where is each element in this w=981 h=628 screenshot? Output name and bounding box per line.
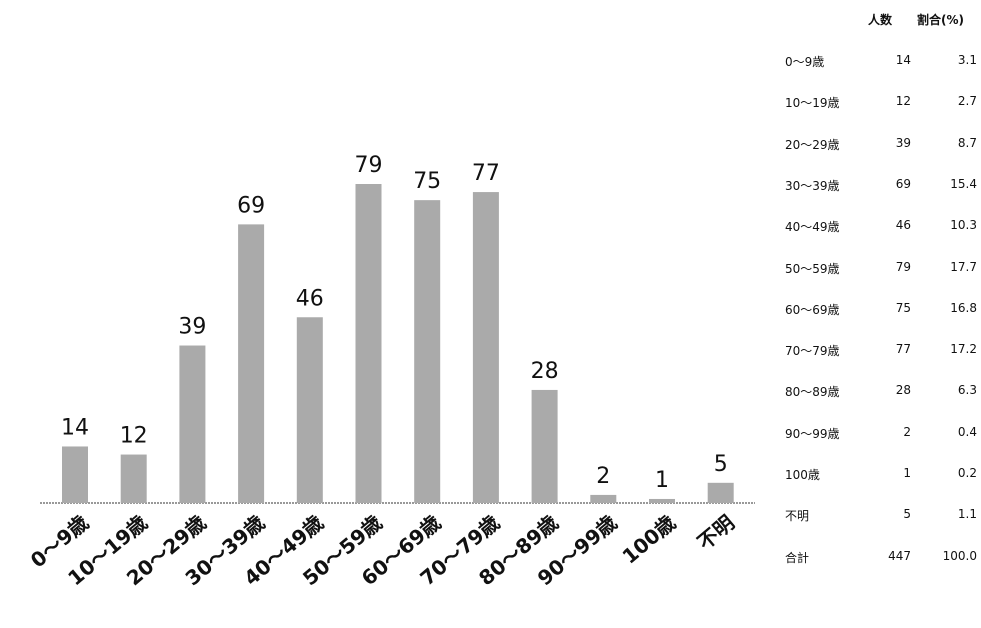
data-label-0: 14 <box>61 415 89 440</box>
bar-10 <box>649 498 675 503</box>
table-row-percent: 100.0 <box>942 548 977 563</box>
bar-4 <box>296 317 323 503</box>
bar-1 <box>120 454 147 503</box>
data-label-7: 77 <box>472 161 500 186</box>
data-label-9: 2 <box>596 464 610 489</box>
table-row-percent: 1.1 <box>957 507 977 522</box>
data-label-11: 5 <box>714 452 728 477</box>
bar-7 <box>472 192 499 504</box>
table-row-label: 20〜29歳 <box>785 137 840 152</box>
category-label-11: 不明 <box>693 510 739 554</box>
table-row-count: 14 <box>895 53 911 67</box>
data-label-2: 39 <box>178 315 206 340</box>
table-row-percent: 16.8 <box>950 300 977 315</box>
table-row-percent: 2.7 <box>957 94 977 109</box>
bar-11 <box>707 482 734 503</box>
bar-9 <box>590 494 617 503</box>
bar-5 <box>355 184 382 503</box>
table-row-label: 80〜89歳 <box>785 385 840 400</box>
table-row-count: 77 <box>895 342 911 357</box>
table-row-percent: 3.1 <box>957 53 977 67</box>
data-label-1: 12 <box>120 424 148 449</box>
table-row-count: 28 <box>895 383 911 398</box>
table-row-count: 12 <box>895 94 911 109</box>
bar-2 <box>179 345 206 503</box>
bar-8 <box>531 389 558 503</box>
table-row-count: 447 <box>888 548 911 563</box>
table-row-label: 60〜69歳 <box>785 302 840 317</box>
category-label-10: 100歳 <box>617 510 680 568</box>
table-row-count: 75 <box>895 300 911 315</box>
table-row-percent: 0.4 <box>957 424 977 439</box>
data-label-10: 1 <box>655 468 669 493</box>
data-table: 人数 割合(%) 0〜9歳 14 3.1 10〜19歳 12 2.7 20〜29歳 39 8.7… <box>785 0 981 628</box>
table-header-count: 人数 <box>868 13 893 27</box>
table-row-label: 70〜79歳 <box>785 344 840 359</box>
bars-group <box>62 184 734 504</box>
table-header-percent: 割合(%) <box>917 13 964 27</box>
table-row-label: 不明 <box>785 509 810 524</box>
bar-6 <box>414 200 441 503</box>
table-row-percent: 15.4 <box>950 176 977 191</box>
table-row-count: 5 <box>903 507 911 522</box>
table-row-label: 40〜49歳 <box>785 220 840 235</box>
table-row-label: 10〜19歳 <box>785 96 840 111</box>
table-row-label: 合計 <box>785 550 810 565</box>
data-label-8: 28 <box>531 359 559 384</box>
table-row-percent: 8.7 <box>957 135 977 150</box>
bar-0 <box>62 446 88 503</box>
table-row-count: 79 <box>895 259 911 274</box>
table-row-percent: 10.3 <box>950 218 977 233</box>
table-row-percent: 17.2 <box>950 342 977 357</box>
table-row-label: 50〜59歳 <box>785 261 840 276</box>
bar-chart: 14 12 39 69 46 79 75 77 28 2 1 5 0〜9歳10〜19歳20〜29歳30… <box>26 153 755 590</box>
data-label-5: 79 <box>355 153 383 178</box>
table-row-count: 2 <box>903 424 911 439</box>
table-row-count: 1 <box>903 466 911 480</box>
table-row-count: 46 <box>895 218 911 233</box>
table-row-percent: 17.7 <box>950 259 977 274</box>
table-row-label: 0〜9歳 <box>785 55 825 69</box>
table-row-label: 100歳 <box>785 468 820 482</box>
bar-3 <box>238 224 265 503</box>
table-row-label: 90〜99歳 <box>785 426 840 441</box>
table-row-label: 30〜39歳 <box>785 178 840 193</box>
table-row-count: 69 <box>895 176 911 191</box>
table-row-count: 39 <box>895 135 911 150</box>
value-labels-group: 14 12 39 69 46 79 75 77 28 2 1 5 <box>61 153 728 493</box>
table-row-percent: 6.3 <box>957 383 977 398</box>
data-label-6: 75 <box>413 169 441 194</box>
data-label-3: 69 <box>237 193 265 218</box>
table-row-percent: 0.2 <box>957 466 977 480</box>
category-labels-group: 0〜9歳10〜19歳20〜29歳30〜39歳40〜49歳50〜59歳60〜69歳… <box>26 510 739 590</box>
data-label-4: 46 <box>296 286 324 311</box>
